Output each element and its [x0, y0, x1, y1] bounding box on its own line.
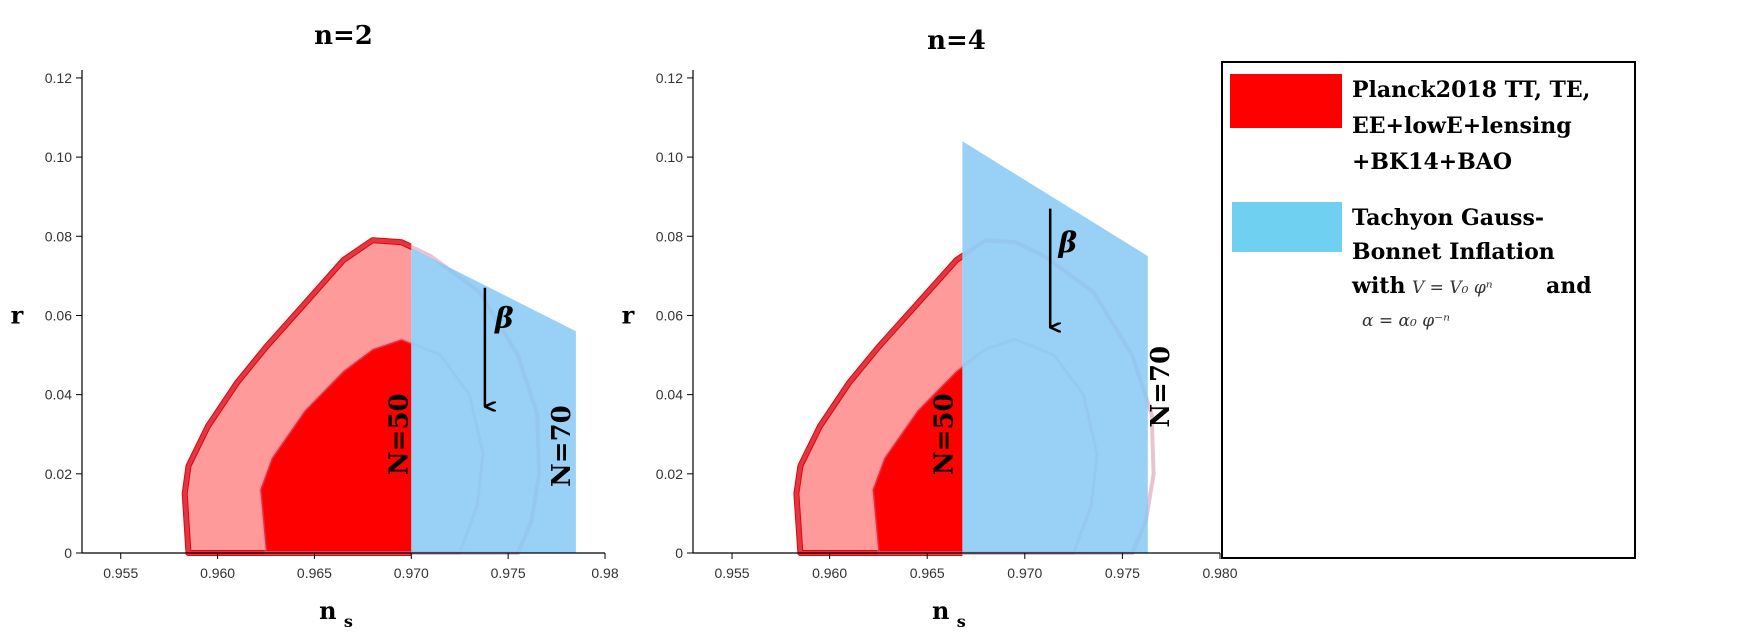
- y-tick-label: 0.08: [656, 228, 683, 244]
- label-n70: N=70: [1146, 346, 1176, 428]
- x-tick-label: 0.980: [1202, 565, 1237, 581]
- chart-panel-n4: 0.955 0.960 0.965 0.970 0.975 0.980 0 0.02 0.04 0…: [622, 26, 1238, 631]
- y-tick-label: 0: [64, 545, 72, 561]
- x-tick-label: 0.975: [1105, 565, 1140, 581]
- x-axis-label-subscript: s: [957, 612, 966, 631]
- legend-with-text: with: [1351, 273, 1405, 299]
- chart-panel-n2: 0.955 0.960 0.965 0.970 0.975 0.98 0 0.02 0.04 0.…: [11, 21, 619, 631]
- x-tick-label: 0.960: [812, 565, 847, 581]
- y-axis-label: r: [622, 300, 635, 329]
- legend-box: Planck2018 TT, TE, EE+lowE+lensing +BK14…: [1221, 61, 1636, 559]
- legend-frame: [1221, 61, 1636, 559]
- x-axis-label: n: [932, 596, 949, 625]
- planck-regions: [793, 252, 963, 556]
- x-tick-label: 0.975: [491, 565, 526, 581]
- x-tick-label: 0.98: [591, 565, 618, 581]
- x-tick-label: 0.960: [200, 565, 235, 581]
- y-tick-label: 0.06: [656, 307, 683, 323]
- y-tick-label: 0.12: [45, 70, 72, 86]
- legend-formula-v: V = V₀ φⁿ: [1412, 278, 1493, 298]
- planck-inner-contour: [260, 339, 412, 553]
- planck-inner-contour: [872, 366, 963, 553]
- model-region: [411, 248, 576, 553]
- x-tick-label: 0.970: [1007, 565, 1042, 581]
- y-tick-label: 0.02: [45, 466, 72, 482]
- y-tick-label: 0.10: [45, 149, 72, 165]
- legend-swatch-tachyon: [1232, 202, 1342, 252]
- chart-title: n=2: [314, 21, 373, 51]
- x-tick-label: 0.955: [715, 565, 750, 581]
- y-axis-label: r: [11, 300, 24, 329]
- x-axis-label-subscript: s: [344, 612, 353, 631]
- y-tick-label: 0: [675, 545, 683, 561]
- x-axis-label: n: [319, 596, 336, 625]
- y-tick-label: 0.06: [45, 307, 72, 323]
- x-tick-label: 0.955: [103, 565, 138, 581]
- legend-swatch-planck: [1230, 74, 1342, 128]
- x-tick-label: 0.965: [297, 565, 332, 581]
- legend-tachyon-line-2: Bonnet Inflation: [1352, 239, 1555, 265]
- y-tick-label: 0.04: [45, 387, 72, 403]
- model-region: [962, 141, 1148, 554]
- legend-and-text: and: [1546, 273, 1592, 299]
- label-n50: N=50: [930, 393, 960, 475]
- y-tick-label: 0.04: [656, 387, 683, 403]
- y-tick-label: 0.12: [656, 70, 683, 86]
- beta-label: β: [1057, 226, 1077, 259]
- planck-regions: [181, 237, 412, 556]
- label-n50: N=50: [384, 393, 414, 475]
- legend-tachyon-line-1: Tachyon Gauss-: [1352, 205, 1544, 231]
- legend-planck-line-2: EE+lowE+lensing: [1352, 113, 1572, 139]
- legend-planck-line-1: Planck2018 TT, TE,: [1352, 77, 1590, 103]
- x-tick-label: 0.965: [910, 565, 945, 581]
- x-tick-label: 0.970: [394, 565, 429, 581]
- legend-planck-line-3: +BK14+BAO: [1352, 149, 1512, 175]
- y-tick-label: 0.10: [656, 149, 683, 165]
- label-n70: N=70: [547, 405, 577, 487]
- y-tick-label: 0.02: [656, 466, 683, 482]
- y-tick-label: 0.08: [45, 228, 72, 244]
- beta-label: β: [494, 301, 514, 334]
- chart-title: n=4: [927, 26, 986, 56]
- legend-formula-alpha: α = α₀ φ⁻ⁿ: [1362, 311, 1450, 331]
